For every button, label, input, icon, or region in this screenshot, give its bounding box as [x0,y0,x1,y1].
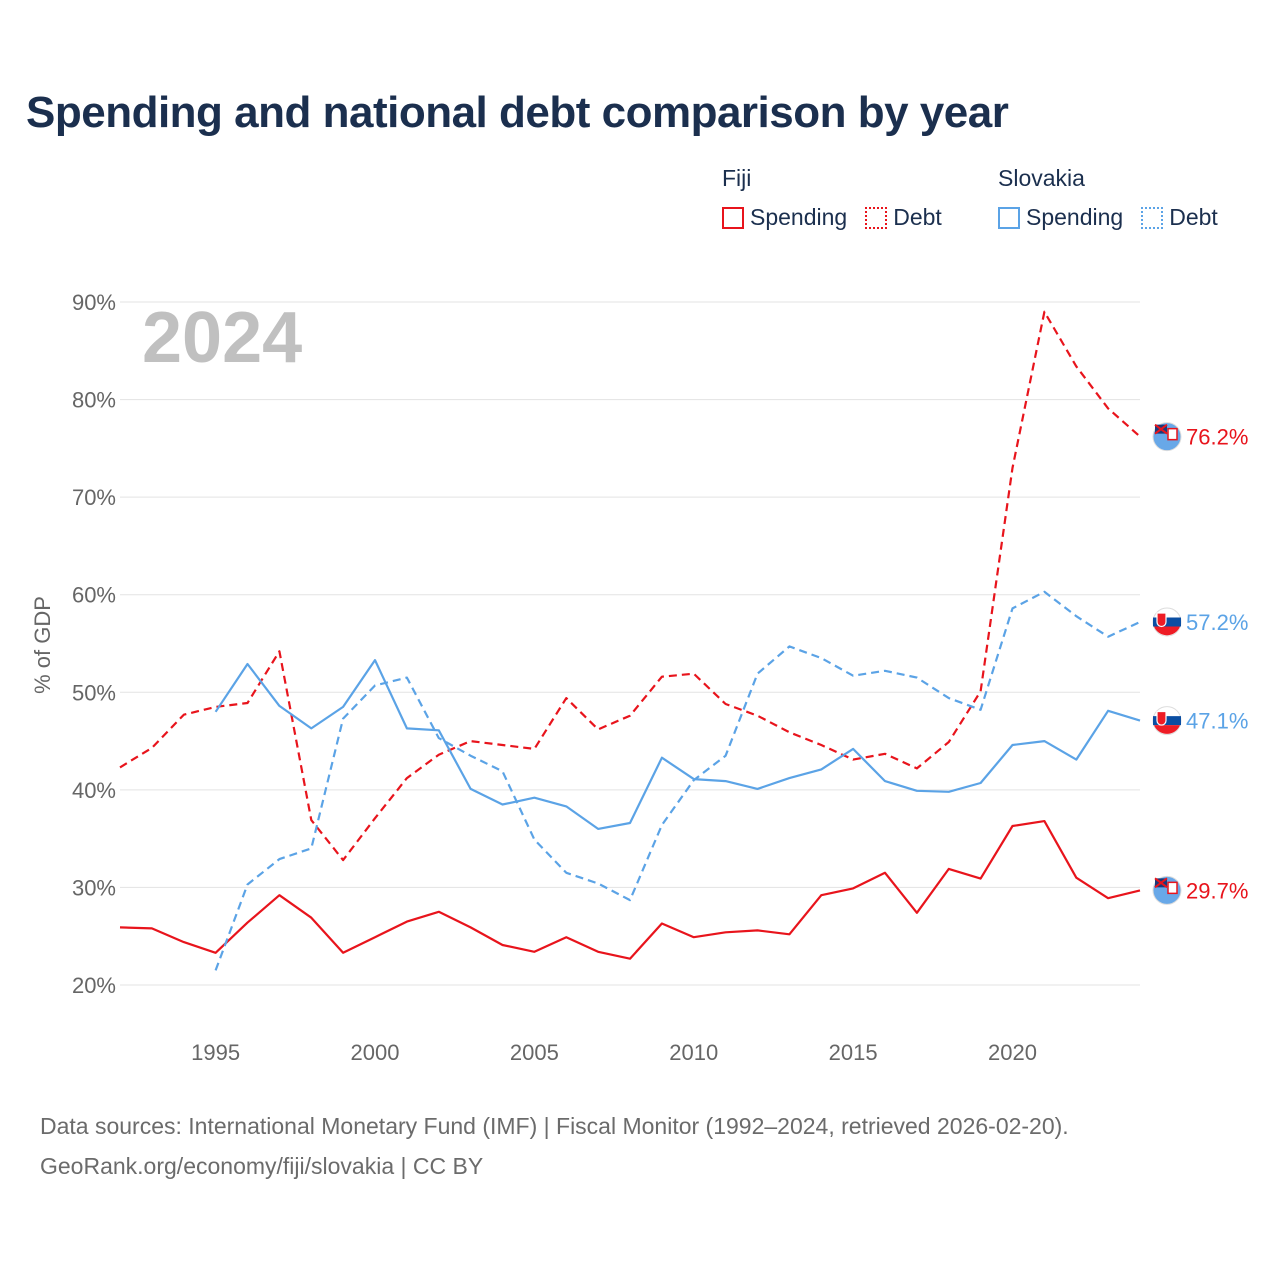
footer: Data sources: International Monetary Fun… [40,1106,1069,1186]
end-value-label-fiji-spending: 29.7% [1186,878,1248,903]
fiji-flag-icon [1152,875,1182,905]
y-tick-label: 40% [72,778,116,803]
legend-item-slovakia-debt[interactable]: Debt [1141,204,1218,231]
x-tick-label: 2000 [351,1040,400,1065]
x-tick-label: 2010 [669,1040,718,1065]
y-tick-label: 20% [72,973,116,998]
year-watermark: 2024 [142,298,302,378]
legend-swatch-dotted-icon [865,206,888,229]
legend-label: Debt [893,204,942,230]
series-line-slovakia-spending[interactable] [214,658,1141,831]
legend-group-slovakia: Slovakia Spending Debt [998,162,1218,231]
chart-title: Spending and national debt comparison by… [26,88,1009,137]
y-tick-label: 80% [72,388,116,413]
series-line-fiji-spending[interactable] [119,819,1141,960]
legend-item-fiji-spending[interactable]: Spending [722,204,847,231]
y-tick-label: 90% [72,290,116,315]
footer-attribution: GeoRank.org/economy/fiji/slovakia | CC B… [40,1153,484,1179]
footer-sources: Data sources: International Monetary Fun… [40,1113,1069,1139]
y-tick-label: 70% [72,485,116,510]
y-tick-label: 30% [72,875,116,900]
y-tick-label: 60% [72,583,116,608]
x-tick-label: 2005 [510,1040,559,1065]
x-tick-label: 1995 [191,1040,240,1065]
legend-item-fiji-debt[interactable]: Debt [865,204,942,231]
x-tick-label: 2020 [988,1040,1037,1065]
legend-country-slovakia: Slovakia [998,165,1085,191]
y-tick-label: 50% [72,680,116,705]
x-tick-label: 2015 [829,1040,878,1065]
slovakia-flag-icon [1152,706,1182,736]
legend-group-fiji: Fiji Spending Debt [722,162,942,231]
legend-item-slovakia-spending[interactable]: Spending [998,204,1123,231]
legend-label: Spending [750,204,848,230]
end-value-label-slovakia-debt: 57.2% [1186,610,1248,635]
line-chart: 20% 30% 40% 50% 60% 70% 80% 90% 1995 2000 2005 2010… [30,290,1248,1065]
legend-swatch-solid-icon [722,206,744,229]
y-axis-title: % of GDP [30,596,55,694]
end-value-label-slovakia-spending: 47.1% [1186,709,1248,734]
legend-swatch-solid-icon [998,206,1020,229]
legend-label: Debt [1169,204,1218,230]
series-line-slovakia-debt[interactable] [214,590,1141,971]
legend-label: Spending [1026,204,1124,230]
legend-country-fiji: Fiji [722,165,752,191]
slovakia-flag-icon [1152,607,1182,637]
fiji-flag-icon [1152,422,1182,452]
series-line-fiji-debt[interactable] [119,310,1141,862]
legend-swatch-dotted-icon [1141,206,1164,229]
end-value-label-fiji-debt: 76.2% [1186,425,1248,450]
